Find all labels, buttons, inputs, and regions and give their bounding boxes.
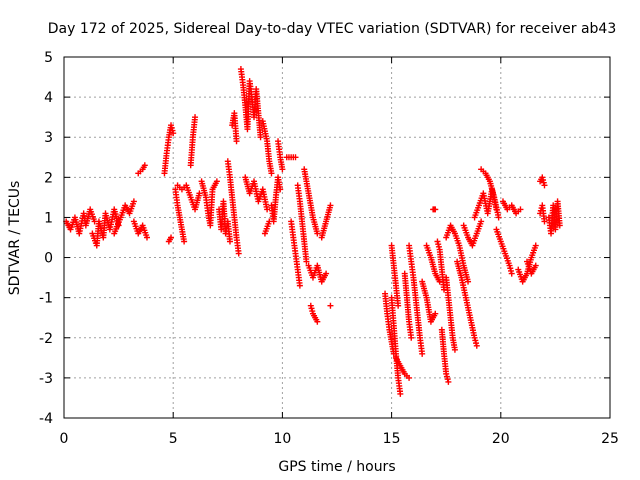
data-point: [141, 162, 148, 169]
y-tick-label: 5: [44, 50, 53, 66]
data-point: [556, 222, 563, 229]
data-point: [532, 262, 539, 269]
y-tick-label: 1: [44, 210, 53, 226]
data-point: [130, 198, 137, 205]
data-point: [314, 318, 321, 325]
y-tick-label: -2: [39, 331, 53, 347]
y-tick-label: 4: [44, 90, 53, 106]
data-point: [181, 238, 188, 245]
data-point: [395, 302, 402, 309]
chart-title: Day 172 of 2025, Sidereal Day-to-day VTE…: [48, 21, 617, 37]
x-tick-label: 15: [383, 431, 401, 447]
grid-lines: [64, 57, 610, 418]
y-tick-label: -1: [39, 291, 53, 307]
data-point: [292, 154, 299, 161]
data-point: [432, 206, 439, 213]
data-point: [532, 242, 539, 249]
y-tick-labels: -4 -3 -2 -1 0 1 2 3 4 5: [39, 50, 53, 427]
data-point: [445, 378, 452, 385]
data-point: [541, 182, 548, 189]
y-tick-label: -4: [39, 411, 53, 427]
data-point: [233, 138, 240, 145]
data-point: [303, 258, 310, 265]
data-point: [235, 250, 242, 257]
data-point: [465, 278, 472, 285]
data-point: [257, 134, 264, 141]
y-tick-label: -3: [39, 371, 53, 387]
data-point: [323, 270, 330, 277]
data-point: [279, 166, 286, 173]
data-point: [408, 334, 415, 341]
x-axis-label: GPS time / hours: [278, 459, 395, 475]
data-point: [192, 114, 199, 121]
y-axis-label: SDTVAR / TECUs: [7, 181, 23, 296]
data-points: [63, 66, 563, 397]
x-tick-labels: 0 5 10 15 20 25: [60, 431, 619, 447]
y-tick-label: 2: [44, 170, 53, 186]
x-tick-label: 25: [601, 431, 619, 447]
plot-frame: [63, 56, 611, 419]
x-tick-label: 20: [492, 431, 510, 447]
data-point: [226, 238, 233, 245]
x-tick-label: 10: [273, 431, 291, 447]
data-point: [143, 234, 150, 241]
data-point: [541, 218, 548, 225]
x-tick-label: 0: [60, 431, 69, 447]
data-point: [327, 302, 334, 309]
axis-ticks: [63, 56, 611, 419]
data-point: [264, 206, 271, 213]
y-tick-label: 3: [44, 130, 53, 146]
data-point: [296, 282, 303, 289]
data-point: [451, 346, 458, 353]
data-point: [170, 130, 177, 137]
data-point: [213, 178, 220, 185]
data-point: [473, 342, 480, 349]
data-point: [268, 170, 275, 177]
data-point: [327, 202, 334, 209]
data-point: [517, 206, 524, 213]
data-point: [495, 214, 502, 221]
data-point: [314, 230, 321, 237]
data-point: [168, 234, 175, 241]
data-point: [277, 186, 284, 193]
y-tick-label: 0: [44, 251, 53, 267]
x-tick-label: 5: [169, 431, 178, 447]
data-point: [432, 310, 439, 317]
data-point: [196, 190, 203, 197]
data-point: [478, 218, 485, 225]
data-point: [419, 350, 426, 357]
data-point: [508, 270, 515, 277]
data-point: [397, 390, 404, 397]
data-point: [406, 374, 413, 381]
